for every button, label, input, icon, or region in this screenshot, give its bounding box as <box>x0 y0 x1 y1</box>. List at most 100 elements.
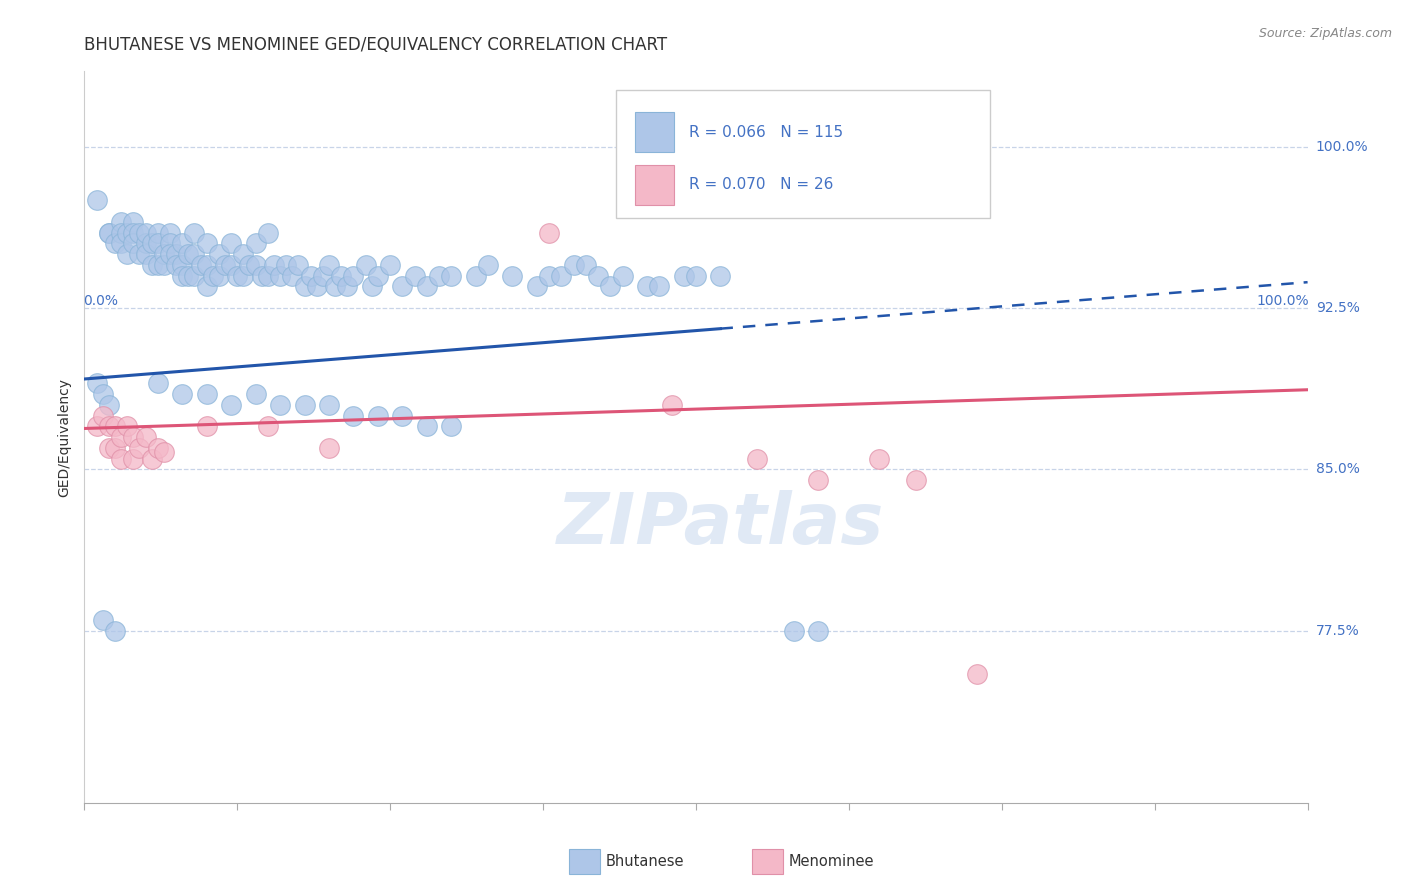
Point <box>440 268 463 283</box>
Point <box>219 398 242 412</box>
Text: 100.0%: 100.0% <box>1256 294 1309 309</box>
Point <box>153 445 176 459</box>
Point <box>104 236 127 251</box>
Point <box>416 419 439 434</box>
Point <box>709 268 731 283</box>
Point <box>219 258 242 272</box>
Point <box>257 226 280 240</box>
Point <box>122 215 145 229</box>
Point <box>190 258 212 272</box>
Text: 0.0%: 0.0% <box>83 294 118 309</box>
Point <box>115 247 138 261</box>
Point <box>195 387 218 401</box>
Point <box>146 236 169 251</box>
Point <box>526 279 548 293</box>
Point <box>318 258 340 272</box>
Point <box>172 268 194 283</box>
Point <box>122 226 145 240</box>
Text: ZIPatlas: ZIPatlas <box>557 491 884 559</box>
Point <box>330 268 353 283</box>
Point <box>380 258 402 272</box>
Point <box>208 247 231 261</box>
Point <box>177 268 200 283</box>
Point <box>110 430 132 444</box>
Point <box>219 236 242 251</box>
Point <box>110 215 132 229</box>
Point <box>110 236 132 251</box>
Point <box>201 268 224 283</box>
Point <box>232 268 254 283</box>
Point <box>115 419 138 434</box>
Point <box>122 451 145 466</box>
Text: 85.0%: 85.0% <box>1316 462 1360 476</box>
Point <box>323 279 346 293</box>
Point <box>599 279 621 293</box>
Text: R = 0.070   N = 26: R = 0.070 N = 26 <box>689 178 832 193</box>
Text: BHUTANESE VS MENOMINEE GED/EQUIVALENCY CORRELATION CHART: BHUTANESE VS MENOMINEE GED/EQUIVALENCY C… <box>84 36 668 54</box>
Point <box>146 376 169 391</box>
Point <box>146 441 169 455</box>
Point <box>104 419 127 434</box>
Point <box>165 258 187 272</box>
Point <box>257 419 280 434</box>
Point <box>110 451 132 466</box>
Point <box>97 398 120 412</box>
Point <box>195 258 218 272</box>
Point <box>318 441 340 455</box>
Point <box>195 279 218 293</box>
Point <box>208 268 231 283</box>
Point <box>97 441 120 455</box>
Text: Bhutanese: Bhutanese <box>606 855 685 869</box>
Point <box>342 268 364 283</box>
Point <box>245 236 267 251</box>
Point <box>661 398 683 412</box>
Point <box>141 236 163 251</box>
Text: R = 0.066   N = 115: R = 0.066 N = 115 <box>689 125 842 139</box>
Point <box>159 247 181 261</box>
Point <box>135 236 157 251</box>
Point <box>294 279 316 293</box>
Point <box>538 226 561 240</box>
Point <box>905 473 928 487</box>
Point <box>153 247 176 261</box>
Point <box>501 268 523 283</box>
Point <box>135 247 157 261</box>
Y-axis label: GED/Equivalency: GED/Equivalency <box>58 377 72 497</box>
Point <box>91 409 114 423</box>
Text: Menominee: Menominee <box>789 855 875 869</box>
Point <box>146 258 169 272</box>
Point <box>550 268 572 283</box>
Text: 100.0%: 100.0% <box>1316 140 1368 153</box>
Point <box>257 268 280 283</box>
Point <box>183 226 205 240</box>
Point <box>104 624 127 638</box>
Point <box>183 268 205 283</box>
Text: 77.5%: 77.5% <box>1316 624 1360 638</box>
Point <box>195 419 218 434</box>
Point <box>128 441 150 455</box>
Point <box>636 279 658 293</box>
Point <box>177 247 200 261</box>
Point <box>464 268 486 283</box>
Point <box>336 279 359 293</box>
Point <box>86 419 108 434</box>
Point <box>159 226 181 240</box>
Point <box>869 451 891 466</box>
Point <box>367 268 389 283</box>
Point <box>342 409 364 423</box>
Point <box>287 258 309 272</box>
Point <box>586 268 609 283</box>
Point <box>97 226 120 240</box>
Point <box>685 268 707 283</box>
Point <box>354 258 377 272</box>
Point <box>172 236 194 251</box>
Point <box>427 268 450 283</box>
Point <box>312 268 335 283</box>
Point <box>367 409 389 423</box>
Point <box>172 258 194 272</box>
Point <box>146 226 169 240</box>
Point <box>110 226 132 240</box>
Point <box>477 258 499 272</box>
Point <box>318 398 340 412</box>
Point <box>299 268 322 283</box>
